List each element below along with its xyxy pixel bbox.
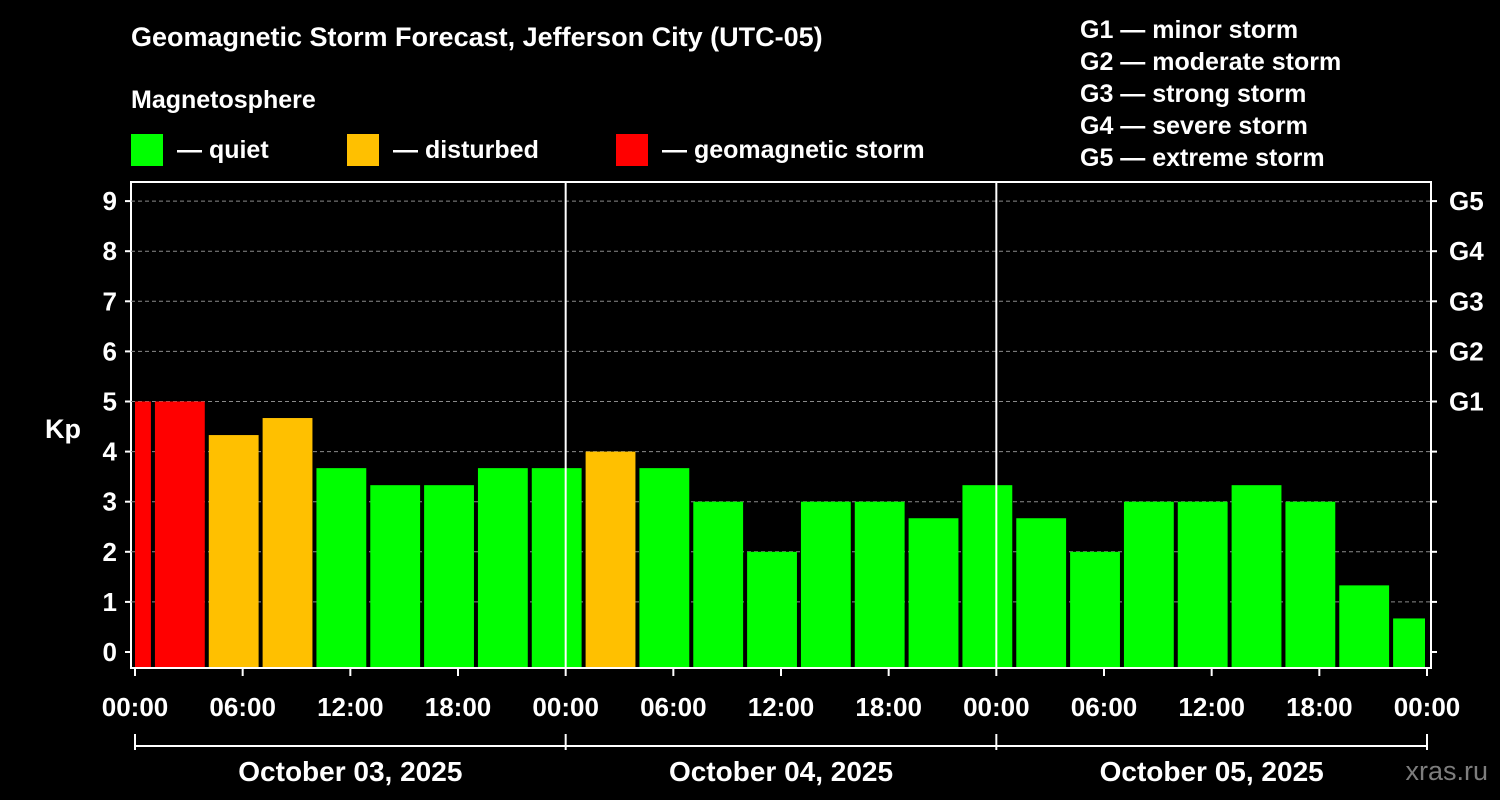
- x-tick-label-8: 00:00: [963, 692, 1030, 722]
- kp-bar-9: [585, 451, 636, 667]
- y-tick-label-7: 7: [103, 286, 117, 316]
- x-tick-label-5: 06:00: [640, 692, 707, 722]
- x-tick-label-9: 06:00: [1071, 692, 1138, 722]
- y-tick-label-3: 3: [103, 487, 117, 517]
- kp-bar-16: [962, 485, 1013, 667]
- legend-label-quiet: — quiet: [177, 135, 269, 164]
- y-tick-label-0: 0: [103, 637, 117, 667]
- y-tick-label-8: 8: [103, 236, 117, 266]
- y-tick-label-6: 6: [103, 336, 117, 366]
- legend-swatch-storm: [616, 134, 648, 166]
- storm-scale-g3: G3 — strong storm: [1080, 80, 1307, 108]
- kp-bar-23: [1339, 585, 1390, 667]
- g-scale-label-G1: G1: [1449, 387, 1484, 417]
- watermark: xras.ru: [1405, 756, 1488, 786]
- kp-bar-11: [693, 501, 744, 667]
- legend-storm: — geomagnetic storm: [616, 134, 925, 166]
- kp-bar-19: [1123, 501, 1174, 667]
- g-scale-label-G3: G3: [1449, 286, 1484, 316]
- kp-bar-3: [262, 418, 313, 667]
- x-tick-label-0: 00:00: [102, 692, 169, 722]
- y-tick-label-4: 4: [103, 437, 118, 467]
- legend-label-disturbed: — disturbed: [393, 135, 539, 164]
- date-label-1: October 04, 2025: [669, 756, 893, 787]
- x-tick-label-11: 18:00: [1286, 692, 1353, 722]
- kp-bar-24: [1393, 618, 1425, 667]
- kp-bar-20: [1177, 501, 1228, 667]
- kp-bar-8: [531, 468, 582, 667]
- kp-bar-0: [135, 401, 151, 667]
- x-tick-label-3: 18:00: [425, 692, 492, 722]
- legend-swatch-disturbed: [347, 134, 379, 166]
- legend-swatch-quiet: [131, 134, 163, 166]
- storm-scale-g5: G5 — extreme storm: [1080, 144, 1325, 172]
- kp-bar-14: [854, 501, 905, 667]
- x-tick-label-2: 12:00: [317, 692, 384, 722]
- kp-bar-10: [639, 468, 690, 667]
- kp-bar-22: [1285, 501, 1336, 667]
- legend-disturbed: — disturbed: [347, 134, 539, 166]
- storm-scale-g1: G1 — minor storm: [1080, 16, 1299, 44]
- date-label-0: October 03, 2025: [238, 756, 462, 787]
- kp-bar-15: [908, 518, 959, 667]
- legend-subtitle: Magnetosphere: [131, 86, 316, 114]
- x-tick-label-6: 12:00: [748, 692, 815, 722]
- y-axis-label: Kp: [45, 414, 81, 444]
- x-tick-label-12: 00:00: [1394, 692, 1461, 722]
- kp-bar-5: [370, 485, 421, 667]
- legend-label-storm: — geomagnetic storm: [662, 135, 925, 164]
- kp-bar-6: [424, 485, 474, 667]
- x-tick-label-10: 12:00: [1178, 692, 1245, 722]
- x-tick-label-4: 00:00: [532, 692, 599, 722]
- y-tick-label-1: 1: [103, 587, 117, 617]
- kp-bar-13: [800, 501, 851, 667]
- kp-bar-17: [1016, 518, 1067, 667]
- y-tick-label-2: 2: [103, 537, 117, 567]
- x-tick-label-7: 18:00: [855, 692, 922, 722]
- kp-bar-2: [208, 435, 259, 667]
- x-tick-label-1: 06:00: [209, 692, 276, 722]
- storm-scale-g4: G4 — severe storm: [1080, 112, 1308, 140]
- date-label-2: October 05, 2025: [1100, 756, 1324, 787]
- storm-scale-legend: G1 — minor storm G2 — moderate storm G3 …: [1080, 14, 1341, 174]
- y-tick-label-9: 9: [103, 186, 117, 216]
- kp-bar-21: [1231, 485, 1282, 667]
- kp-bar-1: [154, 401, 205, 667]
- kp-bar-12: [747, 551, 797, 667]
- chart-title: Geomagnetic Storm Forecast, Jefferson Ci…: [131, 22, 823, 52]
- storm-scale-g2: G2 — moderate storm: [1080, 48, 1342, 76]
- g-scale-label-G2: G2: [1449, 336, 1484, 366]
- kp-bar-4: [316, 468, 367, 667]
- y-tick-label-5: 5: [103, 387, 117, 417]
- legend-quiet: — quiet: [131, 134, 269, 166]
- g-scale-label-G4: G4: [1449, 236, 1484, 266]
- kp-bar-7: [477, 468, 528, 667]
- kp-bar-18: [1070, 551, 1120, 667]
- g-scale-label-G5: G5: [1449, 186, 1484, 216]
